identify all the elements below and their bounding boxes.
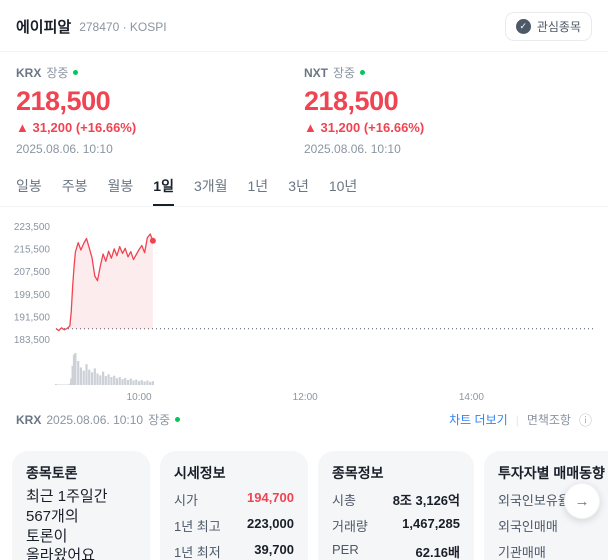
- svg-text:199,500: 199,500: [14, 290, 51, 301]
- row-label: 시가: [174, 493, 198, 508]
- exchange-label: KRX: [16, 65, 42, 80]
- card-title: 시세정보: [174, 465, 226, 481]
- exchange-label: NXT: [304, 65, 328, 80]
- price-chart[interactable]: 223,500 215,500 207,500 199,500 191,500 183,5…: [0, 213, 608, 405]
- tab-daily[interactable]: 일봉: [16, 178, 42, 194]
- tab-weekly[interactable]: 주봉: [61, 178, 88, 194]
- quote-section: KRX 장중 218,500 ▲ 31,200 (+16.66%) 2025.0…: [0, 52, 608, 164]
- row-label: 시총: [332, 493, 356, 508]
- tab-3months[interactable]: 3개월: [193, 178, 228, 194]
- svg-text:191,500: 191,500: [14, 312, 51, 323]
- stock-name: 에이피알: [16, 19, 72, 36]
- info-row: 시총 8조 3,126억: [332, 490, 460, 509]
- card-title: 종목토론: [26, 465, 78, 481]
- tab-1year[interactable]: 1년: [247, 178, 269, 194]
- price-chart-area[interactable]: 223,500 215,500 207,500 199,500 191,500 183,5…: [0, 207, 608, 410]
- price-change: ▲ 31,200 (+16.66%): [16, 120, 137, 135]
- row-label: 외국인매매: [498, 519, 558, 534]
- svg-text:215,500: 215,500: [14, 245, 51, 256]
- stock-code-market: 278470 · KOSPI: [79, 19, 167, 34]
- info-row: PER 62.16배: [332, 542, 460, 560]
- chart-period-tabs: 일봉 주봉 월봉 1일 3개월 1년 3년 10년: [0, 164, 608, 207]
- row-label: 기관매매: [498, 545, 546, 560]
- row-label: 외국인보유율: [498, 493, 570, 508]
- row-value: 1,467,285: [402, 516, 460, 531]
- row-value: 39,700: [254, 542, 294, 557]
- card-title: 종목정보: [332, 465, 384, 481]
- row-value: 223,000: [247, 516, 294, 531]
- row-label: 거래량: [332, 519, 368, 534]
- quote-nxt-head: NXT 장중: [304, 64, 592, 81]
- svg-text:207,500: 207,500: [14, 267, 51, 278]
- svg-text:12:00: 12:00: [293, 392, 318, 403]
- chart-footer: KRX 2025.08.06. 10:10 장중 차트 더보기 | 면책조항 ⓘ: [0, 410, 608, 439]
- quote-nxt: NXT 장중 218,500 ▲ 31,200 (+16.66%) 2025.0…: [304, 64, 592, 157]
- summary-cards: 종목토론 최근 1주일간 567개의 토론이 올라왔어요 시세정보 시가 194…: [0, 439, 608, 560]
- svg-text:10:00: 10:00: [127, 392, 152, 403]
- row-label: 1년 최고: [174, 519, 221, 534]
- live-dot-icon: [360, 70, 366, 75]
- quote-krx: KRX 장중 218,500 ▲ 31,200 (+16.66%) 2025.0…: [16, 64, 304, 157]
- check-icon: ✓: [515, 19, 531, 34]
- row-value: 62.16배: [415, 545, 461, 560]
- divider: |: [515, 412, 519, 427]
- live-dot-icon: [73, 70, 79, 75]
- discussion-text-line: 최근 1주일간: [26, 488, 108, 505]
- price-change: ▲ 31,200 (+16.66%): [304, 120, 425, 135]
- svg-text:14:00: 14:00: [459, 392, 484, 403]
- info-row: 1년 최고 223,000: [174, 516, 294, 535]
- row-value: 194,700: [247, 490, 294, 505]
- chart-timestamp: 2025.08.06. 10:10: [46, 412, 144, 427]
- watchlist-label: 관심종목: [536, 20, 581, 34]
- disclaimer-link[interactable]: 면책조항: [526, 413, 571, 427]
- market-status: 장중: [333, 66, 356, 80]
- chart-footer-links: 차트 더보기 | 면책조항 ⓘ: [449, 410, 592, 429]
- chart-more-link[interactable]: 차트 더보기: [449, 413, 508, 427]
- info-icon[interactable]: ⓘ: [578, 413, 592, 428]
- svg-text:223,500: 223,500: [14, 222, 51, 233]
- current-price: 218,500: [304, 86, 399, 116]
- card-stock-info[interactable]: 종목정보 시총 8조 3,126억 거래량 1,467,285 PER 62.1…: [318, 451, 474, 560]
- info-row: 시가 194,700: [174, 490, 294, 509]
- stock-header: 에이피알 278470 · KOSPI ✓ 관심종목: [0, 0, 608, 52]
- discussion-text-line: 567개의: [26, 507, 79, 525]
- tab-1day[interactable]: 1일: [153, 168, 174, 206]
- cards-next-button[interactable]: →: [564, 483, 600, 519]
- tab-3years[interactable]: 3년: [288, 178, 309, 194]
- info-row: 1년 최저 39,700: [174, 542, 294, 560]
- card-discussion[interactable]: 종목토론 최근 1주일간 567개의 토론이 올라왔어요: [12, 451, 150, 560]
- live-dot-icon: [175, 417, 181, 422]
- svg-text:183,500: 183,500: [14, 335, 51, 346]
- quote-timestamp: 2025.08.06. 10:10: [304, 142, 401, 156]
- current-price: 218,500: [16, 86, 111, 116]
- card-price-info[interactable]: 시세정보 시가 194,700 1년 최고 223,000 1년 최저 39,7…: [160, 451, 308, 560]
- row-value: 8조 3,126억: [392, 493, 460, 508]
- card-title: 투자자별 매매동향: [498, 465, 605, 481]
- market-status: 장중: [46, 66, 69, 80]
- row-label: PER: [332, 542, 359, 557]
- chart-footer-status: KRX 2025.08.06. 10:10 장중: [16, 411, 181, 428]
- info-row: 거래량 1,467,285: [332, 516, 460, 535]
- discussion-text-line: 토론이: [26, 527, 68, 545]
- tab-monthly[interactable]: 월봉: [107, 178, 134, 194]
- tab-10years[interactable]: 10년: [328, 178, 358, 194]
- info-row: 기관매매 +99,87: [498, 542, 608, 560]
- quote-krx-head: KRX 장중: [16, 64, 304, 81]
- market-status: 장중: [148, 413, 171, 427]
- discussion-text-line: 올라왔어요: [26, 547, 96, 560]
- row-label: 1년 최저: [174, 545, 221, 560]
- info-row: 외국인보유율 22.94%: [498, 490, 608, 509]
- watchlist-button[interactable]: ✓ 관심종목: [504, 12, 592, 41]
- arrow-right-icon: →: [574, 492, 590, 510]
- info-row: 외국인매매 -6: [498, 516, 608, 535]
- quote-timestamp: 2025.08.06. 10:10: [16, 142, 113, 156]
- exchange-label: KRX: [16, 412, 42, 427]
